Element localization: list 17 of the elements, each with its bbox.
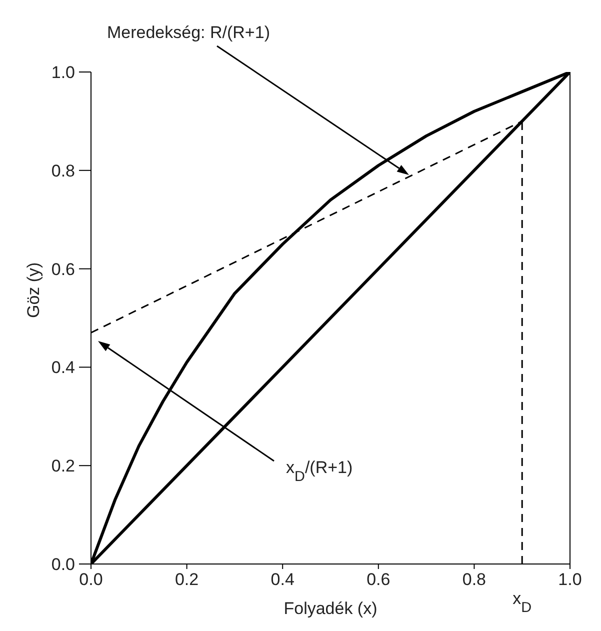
y-tick-label: 0.6 [51,260,75,279]
y-tick-label: 1.0 [51,63,75,82]
y-tick-label: 0.8 [51,161,75,180]
x-tick-label: 0.0 [79,570,103,589]
x-tick-label: 0.4 [270,570,294,589]
y-tick-label: 0.4 [51,358,75,378]
x-tick-label: 0.6 [366,570,390,589]
x-tick-label: 0.2 [174,570,199,589]
annotation: x$_{D}$/(R+1) [286,458,353,485]
y-axis-title: Göz (y) [24,262,44,318]
y-tick-label: 0.2 [51,456,75,476]
x-tick-label: 1.0 [558,570,582,589]
y-tick-label: 0.0 [51,555,75,574]
x-tick-label: 0.8 [462,570,486,589]
annotation: x$_{D}$ [512,589,532,616]
x-axis-title: Folyadék (x) [284,599,378,618]
text: Meredekség: R/(R+1) [107,23,270,42]
